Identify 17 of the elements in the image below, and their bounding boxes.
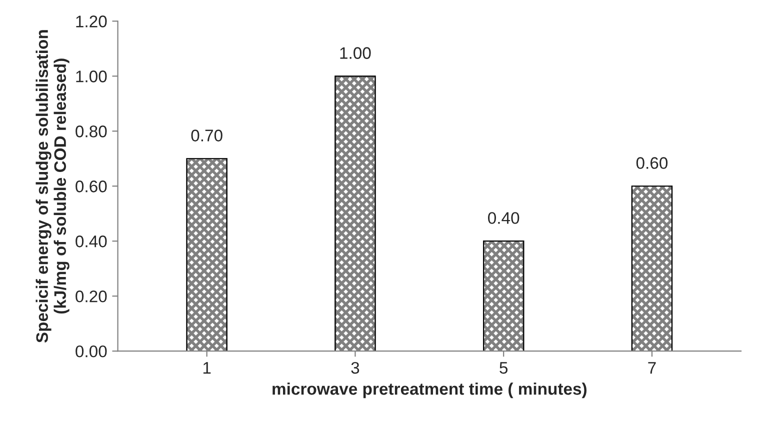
y-tick-label: 0.40: [76, 236, 107, 248]
y-tick-label: 0.00: [76, 345, 107, 358]
y-tick-label: 1.00: [76, 70, 107, 82]
y-tick-label: 0.60: [76, 180, 107, 192]
data-label: 1.00: [340, 47, 371, 59]
x-tick-label: 1: [203, 362, 211, 374]
data-label: 0.60: [636, 157, 668, 169]
y-tick-label: 1.20: [76, 16, 107, 28]
x-axis-title: microwave pretreatment time ( minutes): [272, 382, 586, 398]
x-tick-label: 5: [500, 362, 508, 374]
x-tick-label: 3: [351, 362, 360, 374]
y-tick-label: 0.80: [76, 126, 107, 138]
data-label: 0.40: [488, 212, 520, 224]
data-label: 0.70: [191, 130, 222, 142]
x-tick-label: 7: [648, 362, 656, 374]
y-axis-title: Specicif energy of sludge solubilisation (kJ/mg of soluble COD released): [36, 30, 70, 343]
y-tick-label: 0.20: [76, 290, 107, 302]
